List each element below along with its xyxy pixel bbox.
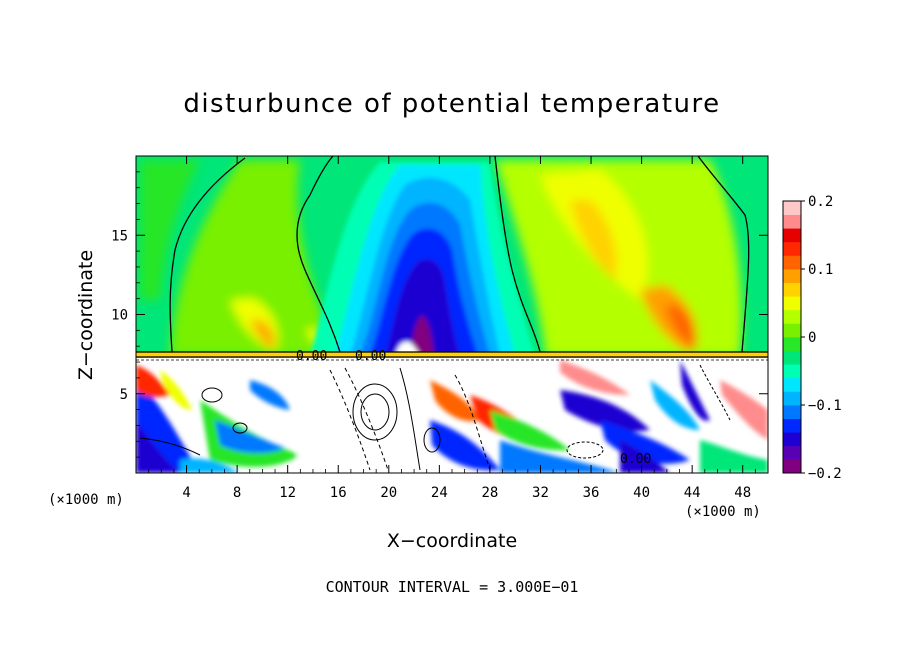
y-tick-label: 10 [111, 308, 128, 324]
colorbar-swatch [783, 418, 801, 433]
colorbar-tick-label: 0 [808, 330, 816, 346]
colorbar-swatch [783, 377, 801, 392]
colorbar-swatch [783, 337, 801, 351]
x-tick-label: 4 [182, 485, 190, 501]
colorbar-swatch [783, 201, 801, 215]
colorbar-swatch [783, 214, 801, 229]
x-tick-label: 24 [431, 485, 448, 501]
x-tick-label: 48 [734, 485, 751, 501]
x-tick-label: 16 [330, 485, 347, 501]
colorbar-swatch [783, 269, 801, 283]
colorbar: 0.2 0.1 0 −0.1 −0.2 [782, 194, 842, 482]
contour-label: 0.00 [620, 452, 651, 467]
interface-band [136, 352, 768, 358]
colorbar-swatch [783, 391, 801, 406]
plot-area [136, 156, 768, 473]
y-tick-label: 5 [120, 387, 128, 403]
colorbar-tick-label: −0.1 [808, 398, 842, 414]
colorbar-swatch [783, 350, 801, 365]
x-tick-label: 40 [633, 485, 650, 501]
colorbar-swatch [783, 296, 801, 311]
colorbar-swatch [783, 445, 801, 460]
x-tick-label: 36 [583, 485, 600, 501]
colorbar-swatch [783, 309, 801, 324]
colorbar-swatch [783, 228, 801, 243]
zero-contours [169, 156, 750, 353]
contour-interval-annotation: CONTOUR INTERVAL = 3.000E−01 [326, 578, 579, 596]
colorbar-swatch [783, 282, 801, 297]
colorbar-swatch [783, 323, 801, 338]
colorbar-swatch [783, 255, 801, 270]
y-axis-label: Z−coordinate [75, 250, 97, 380]
x-unit-left: (×1000 m) [48, 492, 124, 508]
chart-title: disturbunce of potential temperature [183, 89, 720, 119]
lower-layer-turbulence [136, 360, 768, 473]
x-axis-label: X−coordinate [387, 530, 517, 552]
colorbar-tick-label: 0.2 [808, 194, 833, 210]
colorbar-tick-label: 0.1 [808, 262, 833, 278]
colorbar-swatch [783, 241, 801, 256]
colorbar-swatch [783, 405, 801, 419]
colorbar-swatch [783, 364, 801, 379]
colorbar-tick-label: −0.2 [808, 466, 842, 482]
lower-layer-contours [139, 364, 731, 471]
x-unit-right: (×1000 m) [685, 504, 761, 520]
contour-label: 0.00 [355, 349, 386, 364]
colorbar-swatch [783, 459, 801, 474]
x-tick-label: 8 [233, 485, 241, 501]
x-tick-label: 32 [532, 485, 549, 501]
upper-layer-anomalies [140, 160, 742, 356]
y-tick-label: 15 [111, 228, 128, 244]
cold-plume [310, 162, 535, 356]
colorbar-swatch [783, 432, 801, 447]
x-tick-label: 28 [481, 485, 498, 501]
x-tick-label: 20 [380, 485, 397, 501]
x-axis: 4 8 12 16 20 24 28 32 36 40 44 48 [148, 156, 756, 501]
contour-label: 0.00 [296, 349, 327, 364]
y-axis: 5 10 15 [111, 171, 768, 458]
x-tick-label: 12 [279, 485, 296, 501]
x-tick-label: 44 [684, 485, 701, 501]
